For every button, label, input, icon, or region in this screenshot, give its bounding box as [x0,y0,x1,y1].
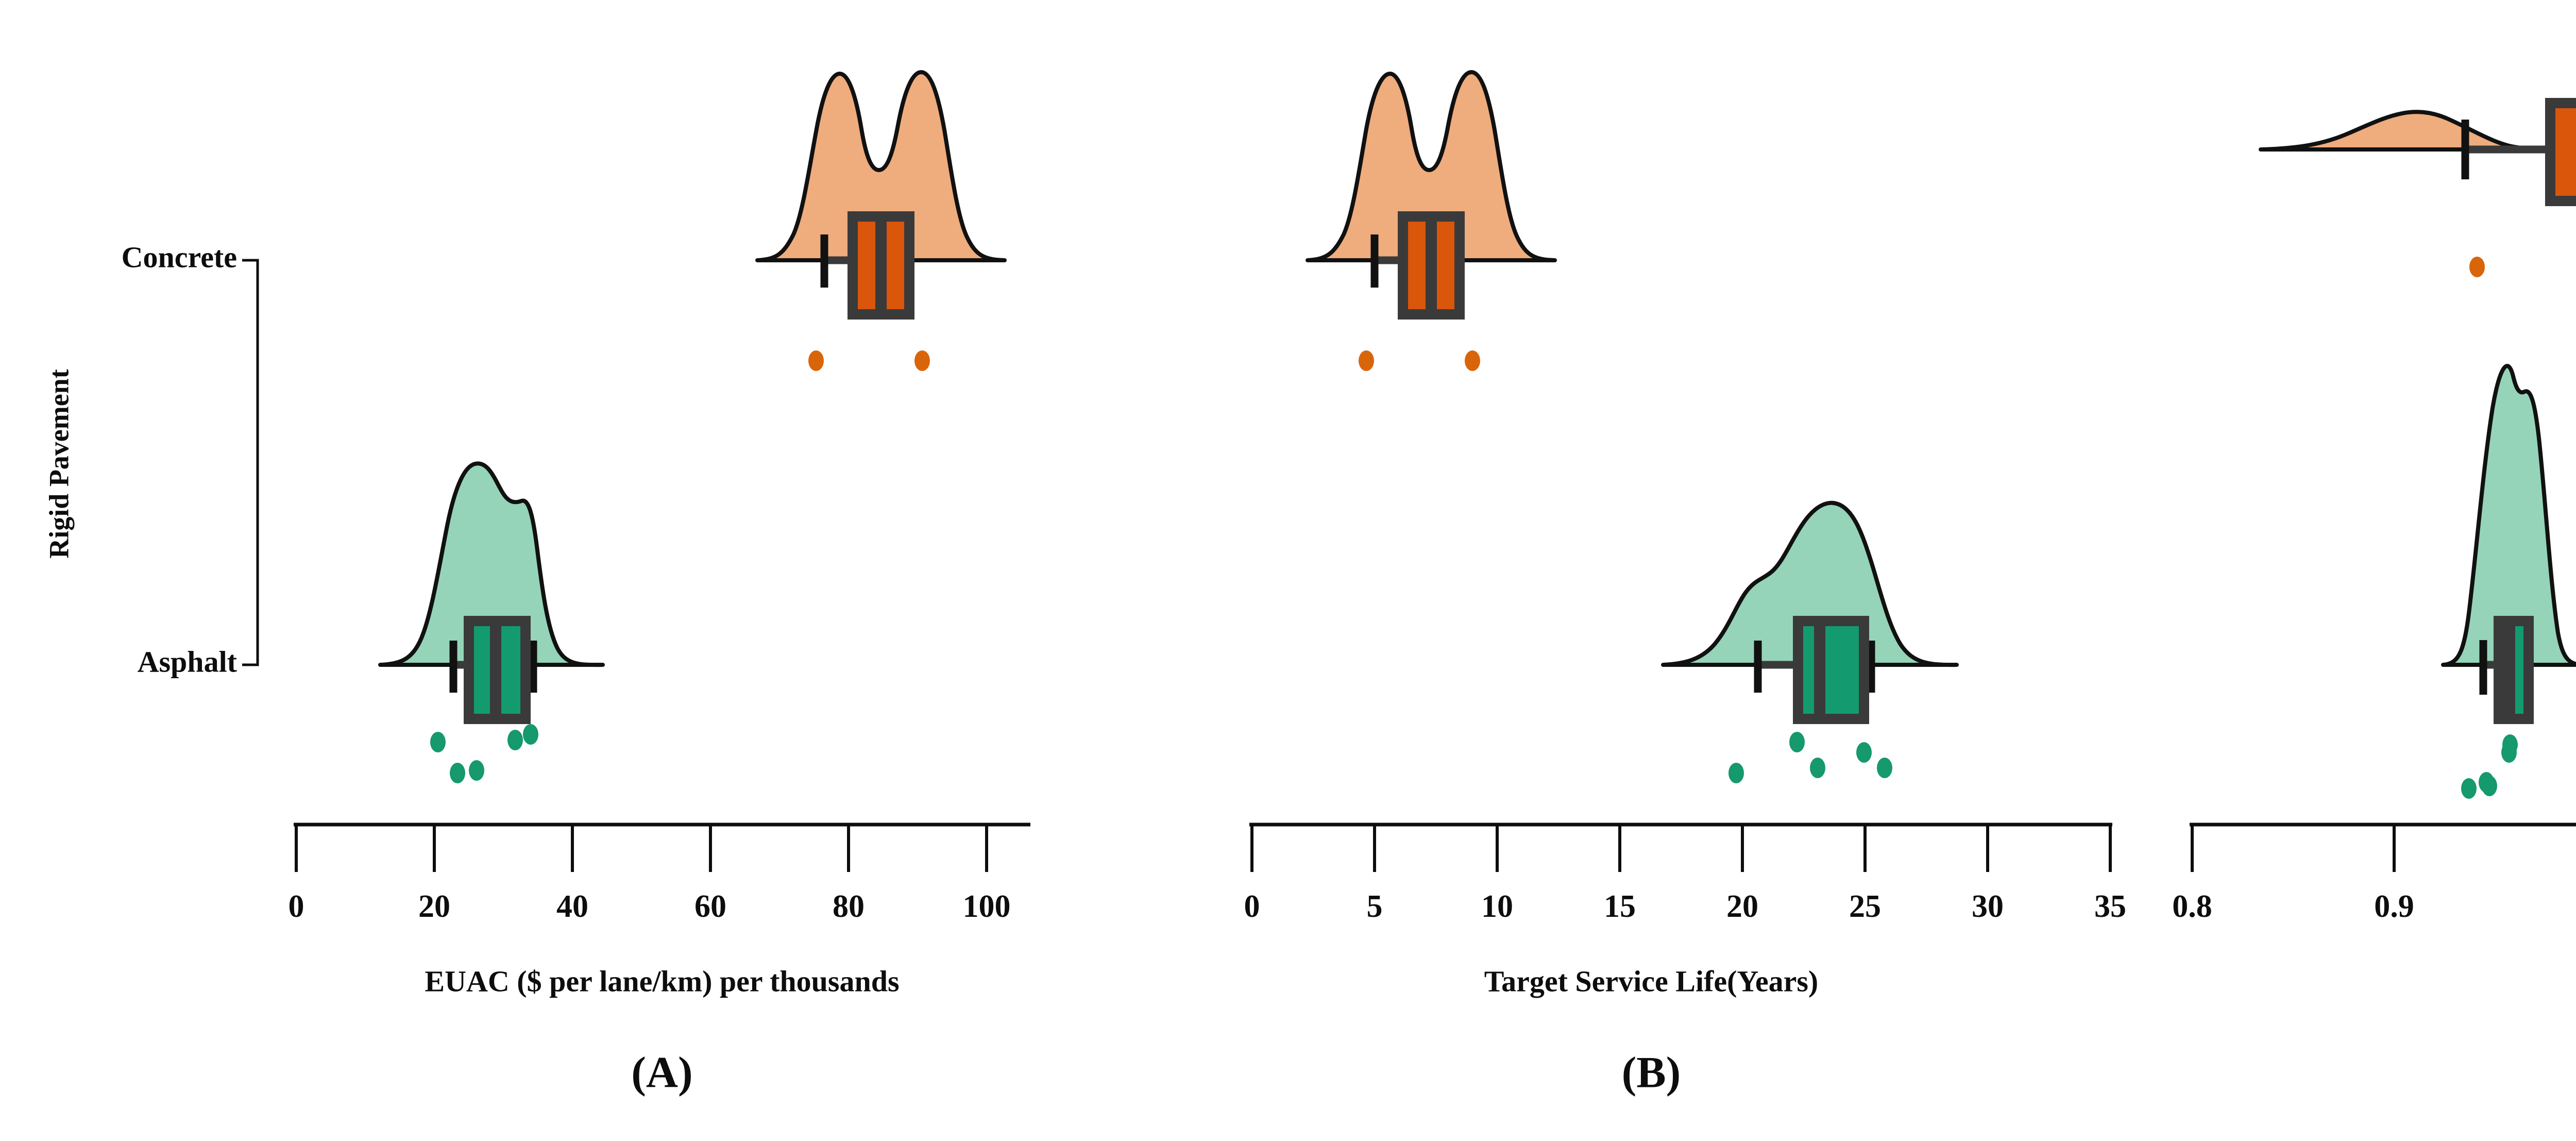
jitter-dot [2461,778,2477,799]
jitter-dot [2502,734,2518,755]
jitter-dot [2482,776,2497,796]
panel-b: 0 5 10 15 20 25 30 35 Target Service Lif… [1123,0,2143,1141]
x-tick-label-a-2: 40 [556,889,588,924]
x-tick-label-b-0: 0 [1244,889,1260,924]
jitter-dot [1728,763,1744,783]
x-tick-label-a-5: 100 [963,889,1011,924]
density-concrete-b [1306,70,1557,262]
x-tick-label-b-4: 20 [1726,889,1758,924]
jitter-dot [808,350,824,371]
category-label-concrete: Concrete [122,240,237,274]
jitter-dot [914,350,930,371]
density-asphalt-b [1661,500,1959,667]
jitter-dot [450,763,465,783]
density-concrete-a [755,70,1007,262]
panel-letter-b: (B) [1622,1048,1681,1097]
x-axis-title-a: EUAC ($ per lane/km) per thousands [425,964,899,998]
x-tick-label-b-2: 10 [1481,889,1513,924]
density-concrete-c [2259,110,2576,152]
y-axis-group: Concrete Asphalt Rigid Pavement [0,0,289,1141]
density-asphalt-c [2441,364,2576,667]
jitter-dot [1877,758,1892,778]
box-concrete-c [2545,98,2576,206]
jitter-dot [507,730,523,750]
jitter-dot [469,760,484,781]
x-axis-title-b: Target Service Life(Years) [1484,964,1819,998]
jitter-dot [1789,732,1805,752]
box-asphalt-b [1793,616,1869,724]
x-tick-label-b-3: 15 [1604,889,1636,924]
jitter-dot [1810,758,1825,778]
panel-letter-a: (A) [631,1048,692,1097]
jitter-dot [1856,742,1872,763]
jitter-dot [1359,350,1374,371]
x-tick-label-a-1: 20 [418,889,450,924]
x-tick-label-b-7: 35 [2094,889,2126,924]
x-tick-label-c-0: 0.8 [2172,889,2212,924]
category-axis-bracket [242,259,259,666]
x-tick-label-a-3: 60 [694,889,726,924]
x-tick-label-a-0: 0 [289,889,304,924]
x-tick-label-b-1: 5 [1367,889,1383,924]
x-tick-label-b-5: 25 [1849,889,1881,924]
x-tick-label-b-6: 30 [1972,889,2004,924]
category-label-asphalt: Asphalt [138,645,238,678]
jitter-dot [2469,257,2485,277]
x-tick-label-a-4: 80 [833,889,865,924]
density-asphalt-a [378,461,605,667]
jitter-dot [1465,350,1480,371]
jitter-dot [430,732,446,752]
panel-c: 0.8 0.9 1.0 1.1 1.2 1.3 IRI (m/Km) (C) [2143,0,2576,1141]
x-tick-label-c-1: 0.9 [2374,889,2414,924]
y-axis-title: Rigid Pavement [43,369,74,558]
panel-a: 0 20 40 60 80 100 EUAC ($ per lane/km) p… [0,0,1123,1141]
jitter-dot [523,724,538,745]
